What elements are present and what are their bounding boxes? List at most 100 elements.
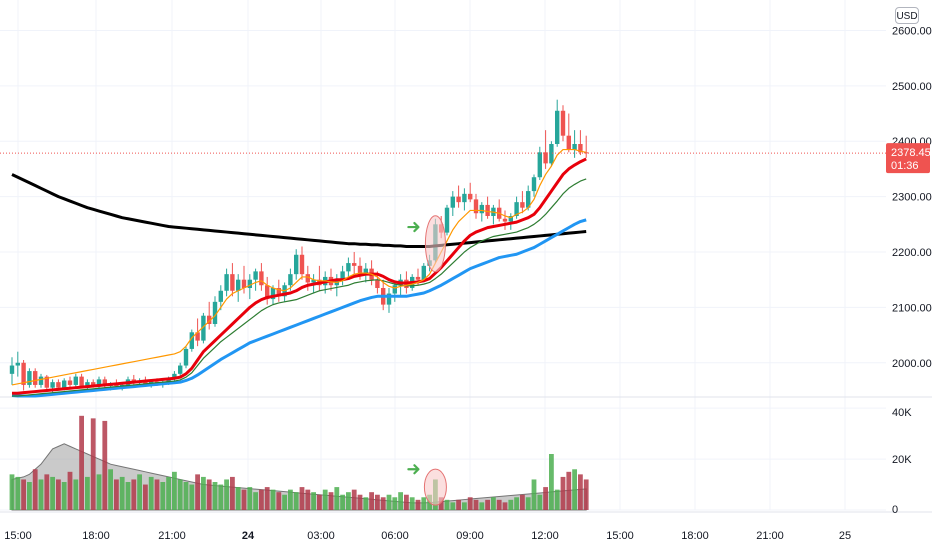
time-tick-label: 09:00 — [456, 530, 484, 542]
candle — [288, 268, 293, 291]
annotation-ellipse-volume — [423, 468, 447, 506]
volume-bar — [328, 492, 334, 510]
volume-bar — [485, 499, 490, 510]
candle — [531, 174, 537, 197]
candle-body — [183, 348, 189, 366]
candle-body — [514, 202, 519, 216]
candle-body — [85, 382, 90, 387]
volume-bar — [583, 479, 589, 510]
candle — [566, 113, 571, 153]
candle-body — [415, 276, 421, 280]
candle-body — [502, 218, 508, 222]
price-tick-label: 2100.00 — [892, 302, 932, 314]
candle — [491, 204, 496, 225]
candle — [44, 374, 49, 391]
time-tick-label: 15:00 — [4, 530, 32, 542]
candle — [352, 252, 357, 275]
volume-bar — [201, 476, 206, 510]
volume-bar — [525, 497, 531, 510]
candle — [33, 368, 38, 388]
volume-bar — [56, 479, 61, 510]
volume-bar — [114, 479, 119, 510]
candle-body — [253, 271, 258, 280]
volume-bar — [166, 476, 171, 510]
candle — [178, 362, 183, 377]
candle — [73, 373, 78, 388]
volume-bar — [467, 497, 473, 510]
candle — [294, 249, 299, 280]
candle — [15, 351, 20, 377]
candle-body — [265, 285, 270, 300]
candle — [183, 346, 189, 369]
candle-body — [485, 204, 490, 216]
volume-bar — [496, 499, 502, 510]
price-tick-label: 2200.00 — [892, 247, 932, 259]
candle-body — [195, 332, 200, 341]
candle-body — [21, 362, 26, 385]
volume-bar — [282, 494, 287, 510]
candle-body — [560, 110, 566, 136]
volume-bar — [235, 487, 241, 510]
time-tick-label: 21:00 — [158, 530, 186, 542]
volume-bar — [369, 492, 374, 510]
candle-body — [311, 279, 316, 283]
candle-body — [91, 382, 96, 385]
volume-bar — [479, 502, 485, 510]
volume-bar — [578, 474, 583, 510]
candle-body — [241, 279, 247, 288]
time-tick-label: 18:00 — [82, 530, 110, 542]
volume-bar — [346, 492, 351, 510]
currency-button[interactable]: USD — [895, 7, 919, 24]
candle — [265, 276, 270, 305]
volume-bar — [450, 502, 456, 510]
candle — [334, 274, 339, 297]
candle — [555, 99, 560, 147]
time-tick-label: 18:00 — [681, 530, 709, 542]
candle — [230, 263, 235, 297]
volume-bar — [520, 494, 525, 510]
volume-bar — [21, 479, 26, 510]
price-tick-label: 2500.00 — [892, 81, 932, 93]
volume-bar — [276, 492, 282, 510]
candle — [473, 193, 479, 219]
volume-bar — [125, 482, 131, 510]
volume-bar — [108, 469, 113, 510]
volume-bar — [363, 497, 369, 510]
candle — [450, 191, 455, 216]
candle-body — [421, 265, 426, 280]
candle-body — [294, 254, 299, 275]
time-tick-label: 24 — [242, 530, 255, 542]
volume-bar — [38, 479, 44, 510]
volume-bar — [131, 479, 137, 510]
candle-body — [178, 365, 183, 374]
candle — [85, 379, 90, 391]
volume-bar — [189, 484, 195, 510]
volume-bar — [444, 499, 450, 510]
ma-red-line — [12, 157, 587, 395]
candle — [9, 357, 15, 385]
volume-tick-label: 40K — [892, 407, 912, 419]
candle-body — [236, 279, 241, 291]
candle-body — [230, 274, 235, 291]
candle-body — [537, 152, 542, 178]
volume-tick-label: 0 — [892, 504, 898, 516]
candle — [537, 146, 542, 180]
candle — [572, 130, 577, 158]
volume-bar — [375, 494, 380, 510]
volume-bar — [398, 492, 403, 510]
volume-bar — [27, 482, 32, 510]
volume-bar — [154, 479, 160, 510]
annotation-ellipse-price — [424, 215, 446, 273]
time-tick-label: 15:00 — [606, 530, 634, 542]
candle-body — [33, 371, 38, 385]
candle — [253, 268, 258, 291]
volume-bar — [160, 482, 166, 510]
volume-bar — [50, 476, 55, 510]
candle-body — [27, 371, 32, 385]
volume-bar — [183, 482, 189, 510]
volume-bar — [288, 489, 293, 510]
candle — [299, 246, 305, 280]
volume-bar — [322, 489, 328, 510]
time-tick-label: 06:00 — [381, 530, 409, 542]
